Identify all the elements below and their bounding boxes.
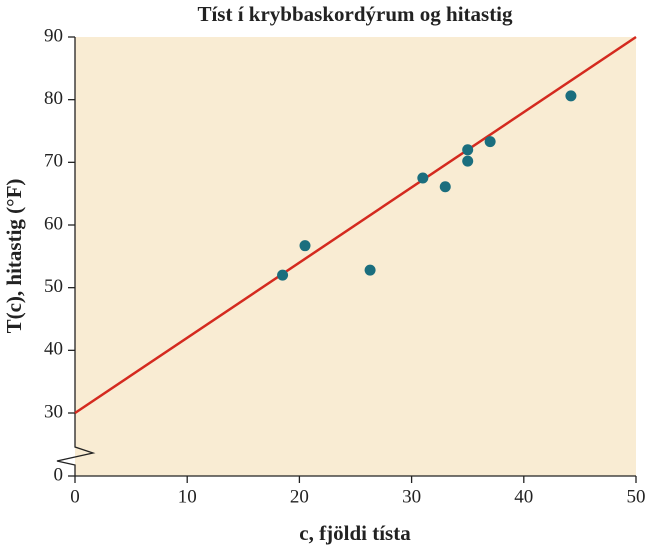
y-tick-label: 80: [44, 88, 63, 109]
data-point: [439, 181, 451, 193]
data-point: [299, 240, 311, 252]
data-point: [462, 144, 474, 156]
y-tick-label: 0: [54, 464, 64, 485]
chart-title: Tíst í krybbaskordýrum og hitastig: [197, 2, 513, 26]
data-point: [417, 172, 429, 184]
trend-line: [74, 35, 637, 415]
data-point: [484, 136, 496, 148]
y-tick-label: 90: [44, 25, 63, 46]
y-tick-label: 40: [44, 339, 63, 360]
x-tick-label: 50: [627, 486, 646, 507]
x-tick-label: 20: [290, 486, 309, 507]
data-point: [565, 90, 577, 102]
data-point: [364, 264, 376, 276]
data-point: [277, 269, 289, 281]
x-tick-label: 30: [402, 486, 421, 507]
x-axis-label: c, fjöldi tísta: [299, 521, 411, 545]
data-point: [462, 155, 474, 167]
y-tick-label: 70: [44, 151, 63, 172]
y-axis-label: T(c), hitastig (°F): [2, 179, 26, 334]
y-axis: [56, 37, 96, 476]
y-tick-label: 50: [44, 276, 63, 297]
y-tick-label: 30: [44, 401, 63, 422]
y-tick-label: 60: [44, 213, 63, 234]
x-tick-label: 10: [178, 486, 197, 507]
plot-background: [75, 37, 636, 476]
x-tick-label: 40: [514, 486, 533, 507]
x-tick-label: 0: [70, 486, 80, 507]
